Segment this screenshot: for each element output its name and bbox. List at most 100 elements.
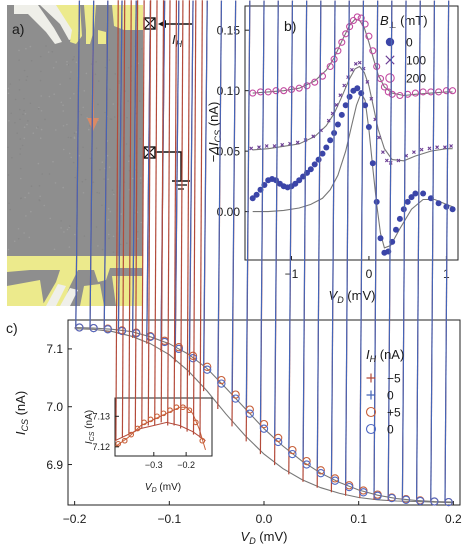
data-point: [387, 493, 396, 503]
sem-grain: [82, 192, 85, 194]
data-point: [404, 90, 412, 98]
data-point: [307, 166, 314, 173]
sem-grain: [108, 59, 111, 61]
sem-grain: [62, 125, 65, 127]
sem-grain: [120, 213, 122, 215]
white-gate-top-left: [14, 5, 62, 44]
sem-grain: [139, 177, 142, 179]
data-point: [160, 0, 165, 423]
sem-grain: [40, 110, 43, 112]
sem-grain: [112, 193, 115, 196]
data-point: [245, 405, 254, 414]
sem-grain: [75, 61, 78, 64]
sem-grain: [109, 118, 112, 120]
sem-grain: [40, 128, 43, 131]
data-point: [311, 161, 318, 168]
data-point: [121, 437, 128, 444]
data-point: [117, 0, 123, 332]
sem-grain: [17, 228, 20, 230]
data-point: [174, 0, 180, 349]
bottom-gate-electrodes: [7, 256, 143, 306]
plot-c-xlabel: VD (mV): [241, 529, 288, 546]
data-point: [338, 111, 345, 118]
data-point: [89, 323, 98, 333]
sem-grain: [19, 167, 22, 170]
data-point: [257, 145, 261, 150]
sem-grain: [128, 160, 130, 163]
sem-grain: [107, 233, 110, 236]
data-point: [288, 0, 294, 455]
sem-grain: [107, 178, 109, 180]
current-label: IH: [172, 32, 183, 49]
data-point: [449, 87, 457, 95]
sem-grain: [30, 59, 33, 62]
sem-grain: [137, 238, 139, 240]
data-point: [259, 419, 269, 429]
sem-grain: [7, 248, 10, 251]
sem-grain: [126, 242, 128, 244]
data-point: [419, 147, 424, 152]
sem-grain: [18, 79, 21, 81]
sem-grain: [24, 196, 26, 199]
data-point: [401, 495, 411, 504]
data-point: [259, 0, 265, 429]
sem-grain: [112, 103, 115, 105]
sem-grain: [13, 240, 16, 243]
sem-grain: [14, 122, 16, 124]
data-point: [315, 156, 322, 163]
sem-grain: [67, 64, 70, 66]
sem-grain: [48, 95, 51, 98]
data-point: [369, 96, 374, 101]
data-point: [334, 103, 339, 107]
plot-c-ylabel: ICS (nA): [13, 391, 30, 435]
sem-grain: [83, 90, 86, 92]
fit-line-1: [114, 406, 206, 451]
data-point: [346, 93, 353, 100]
fit-line-1: [252, 65, 453, 162]
series-0: [115, 0, 203, 441]
data-point: [199, 437, 206, 444]
data-point: [75, 323, 84, 332]
data-point: [338, 38, 346, 46]
sem-grain: [26, 123, 28, 126]
data-point: [361, 20, 369, 28]
sem-grain: [73, 93, 75, 95]
data-point: [217, 0, 223, 384]
sem-grain: [83, 235, 86, 237]
data-point: [366, 390, 376, 400]
data-point: [186, 0, 191, 432]
data-point: [443, 203, 450, 210]
sem-grain: [19, 148, 22, 150]
sem-grain: [94, 73, 97, 76]
sem-grain: [23, 109, 25, 112]
white-gate-bottom-2: [60, 288, 78, 306]
sem-grain: [82, 106, 84, 109]
data-point: [273, 177, 279, 184]
data-point: [274, 437, 283, 447]
data-point: [385, 73, 395, 83]
sem-grain: [38, 185, 41, 187]
legend-label: 0: [387, 422, 394, 436]
sem-grain: [38, 199, 40, 201]
sem-grain: [29, 102, 32, 105]
data-point: [380, 83, 388, 91]
sem-grain: [78, 155, 81, 157]
yellow-gate-bottom-right: [112, 276, 143, 306]
series-1: [75, 0, 450, 503]
sem-grain: [75, 131, 78, 133]
data-point: [381, 150, 385, 155]
sem-grain: [106, 154, 109, 157]
data-point: [366, 373, 376, 383]
data-point: [245, 409, 254, 418]
sem-grain: [17, 237, 20, 240]
data-point: [167, 0, 171, 426]
data-point: [373, 0, 379, 496]
data-point: [444, 497, 453, 507]
plot-b-ylabel: −ΔICS (nA): [206, 102, 223, 163]
sem-grain: [41, 173, 43, 175]
legend-label: −5: [387, 371, 401, 385]
sem-grain: [60, 220, 62, 222]
data-point: [334, 121, 341, 128]
sem-grain: [43, 204, 45, 207]
inset-ylabel: ICS (nA): [84, 410, 96, 444]
